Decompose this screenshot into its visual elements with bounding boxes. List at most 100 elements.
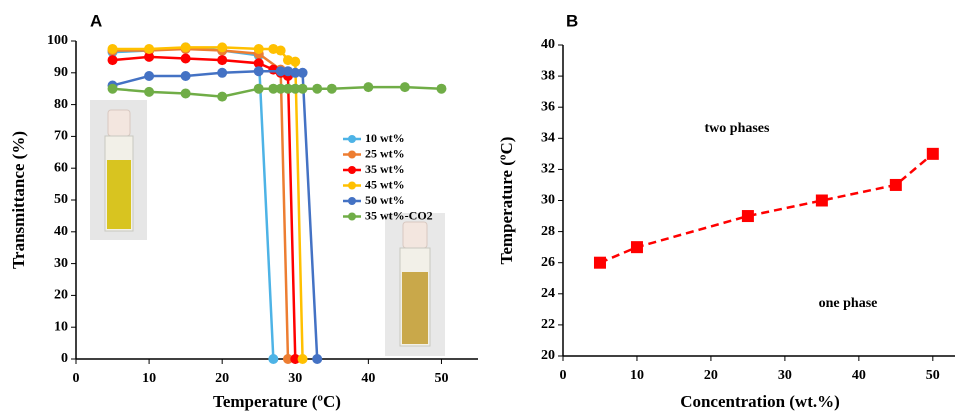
y-tick-label: 10 [54,319,68,334]
y-tick-label: 0 [61,351,68,366]
legend-label: 35 wt% [365,162,405,176]
y-tick-label: 60 [54,160,68,175]
marker [253,83,264,94]
marker [217,42,228,53]
marker [312,354,323,364]
panel-title: B [566,11,578,30]
marker [297,354,308,364]
x-tick-label: 30 [778,368,792,383]
photo-vial-left [90,100,147,240]
marker [275,66,286,77]
marker [282,83,293,94]
y-tick-label: 40 [541,37,555,52]
annotation: two phases [705,121,771,136]
marker [399,82,410,93]
marker [107,83,118,94]
y-tick-label: 30 [541,193,555,208]
vial-liquid [107,160,131,229]
y-tick-label: 36 [541,99,555,114]
panel-title: A [90,11,102,30]
marker [741,210,754,223]
marker [217,67,228,78]
marker [290,83,301,94]
x-tick-label: 20 [704,368,718,383]
marker [275,45,286,56]
x-tick-label: 0 [73,371,80,386]
marker [144,51,155,62]
legend-marker [348,135,356,143]
marker [107,43,118,54]
marker [180,88,191,99]
marker [290,354,301,364]
legend-marker [348,197,356,205]
x-tick-label: 0 [560,368,567,383]
marker [217,55,228,66]
marker [815,194,828,207]
y-tick-label: 100 [47,33,68,48]
annotation: one phase [819,296,878,311]
legend-marker [348,166,356,174]
marker [268,83,279,94]
y-tick-label: 20 [541,348,555,363]
marker [290,56,301,67]
y-axis-title: Transmittance (%) [9,131,28,269]
marker [253,66,264,77]
legend-label: 35 wt%-CO2 [365,208,433,222]
marker [144,86,155,97]
marker [630,241,643,254]
vial-cap [402,221,428,249]
y-tick-label: 32 [541,162,555,177]
marker [107,55,118,66]
legend-marker [348,150,356,159]
photo-vial-right [385,213,445,356]
marker [290,67,301,78]
y-tick-label: 40 [54,224,68,239]
marker [253,43,264,54]
x-tick-label: 40 [361,371,375,386]
legend-label: 45 wt% [365,177,405,191]
y-tick-label: 24 [541,286,555,301]
marker [326,83,337,94]
y-tick-label: 34 [541,131,555,146]
y-tick-label: 50 [54,192,68,207]
marker [889,178,902,191]
marker [180,70,191,81]
marker [217,91,228,102]
marker [253,58,264,69]
x-tick-label: 40 [852,368,866,383]
x-tick-label: 10 [630,368,644,383]
y-tick-label: 26 [541,255,555,270]
marker [363,82,374,93]
x-tick-label: 50 [926,368,940,383]
y-tick-label: 38 [541,68,555,83]
marker [144,43,155,54]
marker [268,354,279,364]
y-tick-label: 22 [541,317,555,332]
marker [180,53,191,64]
y-tick-label: 30 [54,256,68,271]
y-tick-label: 90 [54,65,68,80]
marker [180,42,191,53]
marker [144,70,155,81]
x-tick-label: 30 [288,371,302,386]
marker [593,256,606,269]
marker [312,83,323,94]
legend-marker [348,212,356,221]
legend-label: 10 wt% [365,131,405,145]
marker [926,147,939,160]
y-tick-label: 70 [54,129,68,144]
marker [436,83,447,94]
legend-label: 25 wt% [365,146,405,160]
y-tick-label: 28 [541,224,555,239]
marker [282,354,293,364]
x-axis-title: Concentration (wt.%) [680,392,840,411]
legend-marker [348,181,356,190]
x-axis-title: Temperature (ºC) [213,392,341,411]
marker [297,67,308,78]
x-tick-label: 10 [142,371,156,386]
y-tick-label: 80 [54,97,68,112]
vial-liquid [402,272,428,344]
marker [297,83,308,94]
series-line [599,152,934,264]
